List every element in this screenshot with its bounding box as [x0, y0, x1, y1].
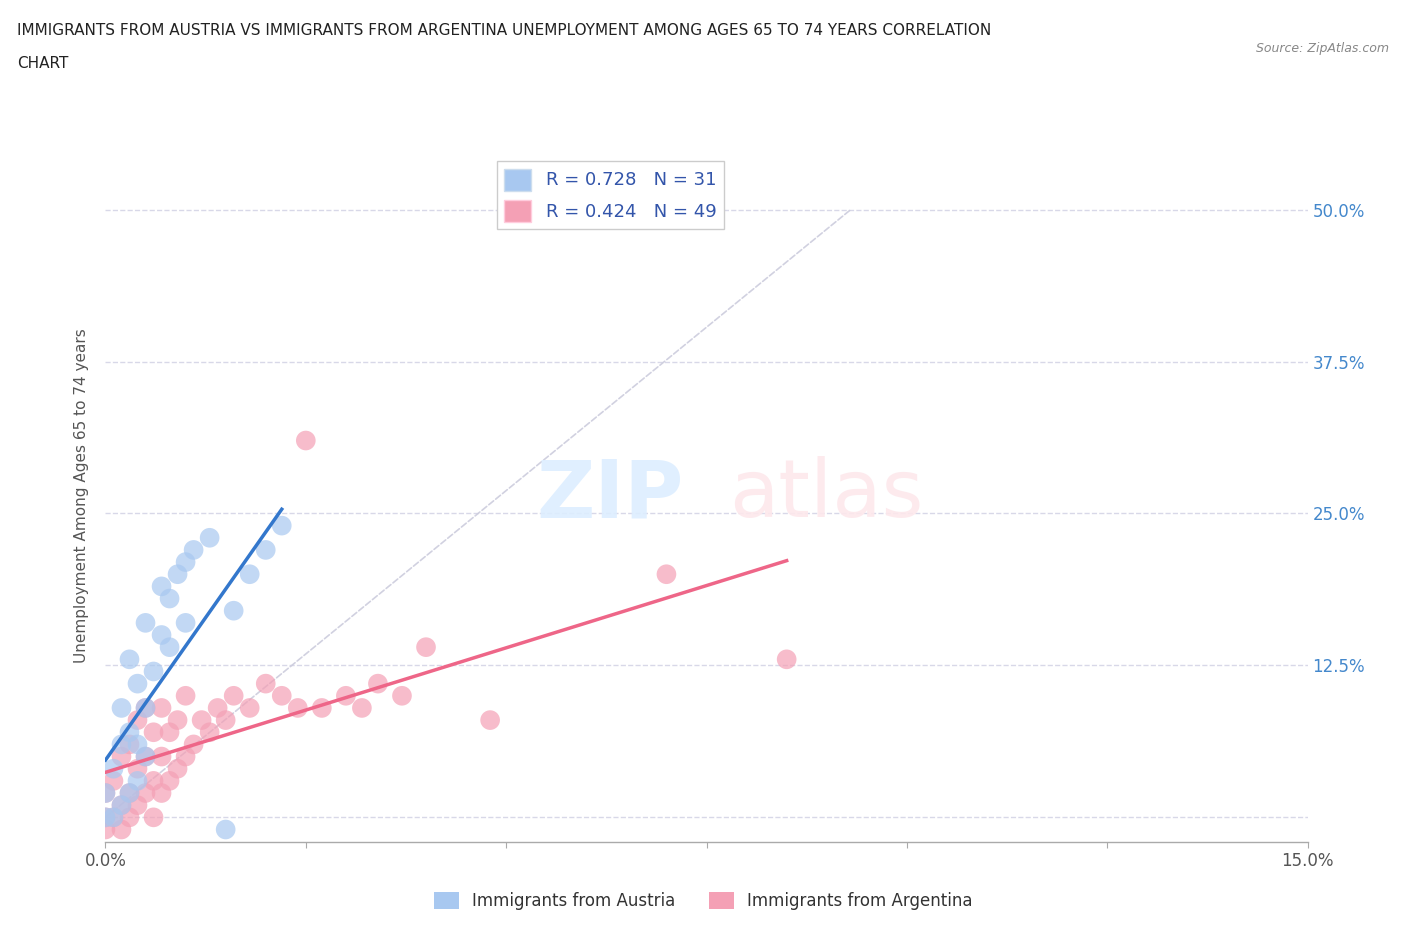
- Point: [159, 640, 181, 655]
- Point: [127, 762, 149, 777]
- Point: [135, 750, 157, 764]
- Point: [159, 774, 181, 789]
- Point: [183, 542, 205, 557]
- Point: [174, 688, 197, 703]
- Point: [142, 724, 165, 739]
- Point: [166, 762, 188, 777]
- Point: [142, 810, 165, 825]
- Point: [103, 762, 125, 777]
- Point: [222, 604, 245, 618]
- Point: [174, 616, 197, 631]
- Point: [127, 774, 149, 789]
- Point: [135, 700, 157, 715]
- Point: [135, 750, 157, 764]
- Point: [166, 712, 188, 727]
- Point: [118, 810, 141, 825]
- Point: [103, 810, 125, 825]
- Point: [118, 786, 141, 801]
- Point: [127, 712, 149, 727]
- Point: [335, 688, 357, 703]
- Point: [207, 700, 229, 715]
- Text: ZIP: ZIP: [537, 457, 683, 534]
- Point: [110, 737, 132, 751]
- Point: [118, 652, 141, 667]
- Point: [118, 724, 141, 739]
- Point: [239, 566, 262, 581]
- Legend: R = 0.728   N = 31, R = 0.424   N = 49: R = 0.728 N = 31, R = 0.424 N = 49: [496, 161, 724, 229]
- Point: [350, 700, 373, 715]
- Point: [311, 700, 333, 715]
- Point: [150, 786, 173, 801]
- Point: [94, 822, 117, 837]
- Point: [655, 566, 678, 581]
- Text: CHART: CHART: [17, 56, 69, 71]
- Point: [166, 566, 188, 581]
- Point: [214, 712, 236, 727]
- Point: [150, 700, 173, 715]
- Point: [94, 786, 117, 801]
- Point: [174, 554, 197, 569]
- Point: [159, 724, 181, 739]
- Point: [174, 750, 197, 764]
- Point: [222, 688, 245, 703]
- Point: [103, 774, 125, 789]
- Point: [150, 750, 173, 764]
- Point: [127, 676, 149, 691]
- Point: [135, 700, 157, 715]
- Point: [110, 822, 132, 837]
- Text: atlas: atlas: [730, 457, 924, 534]
- Point: [254, 542, 277, 557]
- Point: [159, 591, 181, 606]
- Point: [415, 640, 437, 655]
- Point: [118, 737, 141, 751]
- Point: [479, 712, 502, 727]
- Point: [183, 737, 205, 751]
- Point: [142, 664, 165, 679]
- Text: Source: ZipAtlas.com: Source: ZipAtlas.com: [1256, 42, 1389, 55]
- Point: [270, 518, 292, 533]
- Point: [391, 688, 413, 703]
- Point: [287, 700, 309, 715]
- Point: [150, 579, 173, 594]
- Point: [190, 712, 212, 727]
- Point: [110, 798, 132, 813]
- Point: [295, 433, 318, 448]
- Point: [127, 798, 149, 813]
- Point: [198, 724, 221, 739]
- Point: [198, 530, 221, 545]
- Point: [94, 786, 117, 801]
- Point: [367, 676, 389, 691]
- Point: [110, 798, 132, 813]
- Text: IMMIGRANTS FROM AUSTRIA VS IMMIGRANTS FROM ARGENTINA UNEMPLOYMENT AMONG AGES 65 : IMMIGRANTS FROM AUSTRIA VS IMMIGRANTS FR…: [17, 23, 991, 38]
- Point: [94, 810, 117, 825]
- Point: [214, 822, 236, 837]
- Point: [135, 786, 157, 801]
- Point: [118, 786, 141, 801]
- Point: [110, 750, 132, 764]
- Point: [94, 810, 117, 825]
- Point: [776, 652, 799, 667]
- Legend: Immigrants from Austria, Immigrants from Argentina: Immigrants from Austria, Immigrants from…: [427, 885, 979, 917]
- Point: [110, 700, 132, 715]
- Y-axis label: Unemployment Among Ages 65 to 74 years: Unemployment Among Ages 65 to 74 years: [75, 328, 90, 662]
- Point: [127, 737, 149, 751]
- Point: [270, 688, 292, 703]
- Point: [150, 628, 173, 643]
- Point: [142, 774, 165, 789]
- Point: [135, 616, 157, 631]
- Point: [103, 810, 125, 825]
- Point: [239, 700, 262, 715]
- Point: [254, 676, 277, 691]
